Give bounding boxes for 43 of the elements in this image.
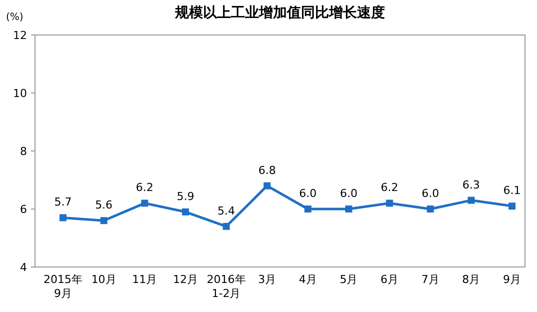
point	[141, 200, 148, 207]
x-tick-label: 9月	[503, 273, 521, 286]
point	[222, 222, 230, 230]
point	[468, 196, 475, 204]
point	[508, 202, 516, 210]
data-label: 5.9	[176, 190, 194, 203]
x-tick-label: 10月	[91, 273, 116, 286]
data-label: 5.4	[218, 204, 236, 218]
data-label: 6.2	[380, 181, 398, 194]
x-tick-label: 11月	[132, 273, 158, 286]
point	[100, 217, 108, 224]
data-label: 6.3	[462, 178, 480, 192]
data-label: 6.1	[503, 184, 521, 198]
x-tick-label: 5月	[340, 273, 358, 286]
y-tick-label: 10	[13, 87, 27, 100]
y-tick-label: 4	[20, 261, 27, 274]
data-label: 5.6	[95, 198, 113, 212]
x-tick-label: 6月	[380, 273, 399, 286]
point	[60, 214, 66, 222]
point	[264, 182, 271, 190]
x-tick-label: 2016年 1-2月	[206, 273, 246, 300]
data-label: 6.0	[299, 187, 317, 200]
data-label: 6.2	[136, 181, 154, 194]
data-label: 6.8	[258, 164, 276, 177]
y-axis-title: (%)	[6, 12, 24, 23]
point	[182, 208, 189, 216]
data-label: 5.7	[54, 196, 72, 209]
y-tick-label: 6	[20, 203, 27, 216]
chart-title: 规模以上工业增加值同比增长速度	[174, 4, 385, 21]
point	[304, 206, 312, 212]
x-tick-label: 2015年 9月	[44, 273, 82, 300]
y-tick-label: 12	[13, 29, 27, 42]
x-tick-label: 4月	[298, 273, 317, 286]
x-tick-label: 8月	[462, 273, 480, 286]
x-tick-label: 12月	[172, 273, 198, 286]
y-tick-label: 8	[20, 145, 27, 158]
data-label: 6.0	[340, 187, 358, 200]
point	[426, 206, 434, 212]
point	[345, 206, 352, 212]
x-tick-label: 3月	[258, 273, 276, 286]
x-tick-label: 7月	[421, 273, 440, 286]
data-label: 6.0	[422, 187, 440, 200]
point	[386, 200, 394, 207]
